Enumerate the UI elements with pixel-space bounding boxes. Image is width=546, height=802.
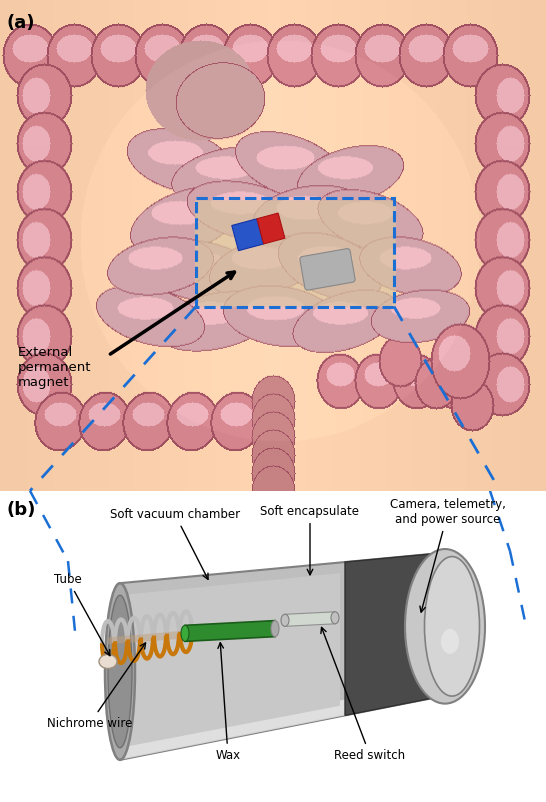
Text: Tube: Tube bbox=[54, 573, 110, 656]
Text: Wax: Wax bbox=[216, 642, 241, 762]
Ellipse shape bbox=[281, 614, 289, 626]
Text: Reed switch: Reed switch bbox=[321, 627, 406, 762]
Text: External
permanent
magnet: External permanent magnet bbox=[18, 346, 92, 389]
Ellipse shape bbox=[105, 583, 135, 759]
Ellipse shape bbox=[181, 626, 189, 642]
Polygon shape bbox=[108, 630, 199, 644]
Polygon shape bbox=[120, 683, 430, 759]
Ellipse shape bbox=[441, 629, 459, 654]
Polygon shape bbox=[185, 621, 275, 642]
Text: Nichrome wire: Nichrome wire bbox=[48, 643, 146, 730]
Polygon shape bbox=[285, 612, 335, 626]
Text: Camera, telemetry,
and power source: Camera, telemetry, and power source bbox=[390, 498, 506, 612]
Ellipse shape bbox=[99, 654, 117, 669]
Text: (a): (a) bbox=[6, 14, 34, 32]
Text: Soft vacuum chamber: Soft vacuum chamber bbox=[110, 508, 240, 579]
Polygon shape bbox=[345, 554, 430, 715]
Ellipse shape bbox=[424, 557, 479, 696]
Ellipse shape bbox=[405, 549, 485, 703]
Polygon shape bbox=[120, 554, 430, 759]
FancyBboxPatch shape bbox=[257, 213, 285, 244]
Text: Soft encapsulate: Soft encapsulate bbox=[260, 505, 359, 575]
Ellipse shape bbox=[331, 612, 339, 624]
FancyBboxPatch shape bbox=[300, 249, 355, 290]
Ellipse shape bbox=[108, 595, 132, 747]
Polygon shape bbox=[120, 573, 340, 747]
Ellipse shape bbox=[271, 621, 279, 637]
Text: (b): (b) bbox=[6, 501, 35, 519]
FancyBboxPatch shape bbox=[232, 219, 264, 251]
